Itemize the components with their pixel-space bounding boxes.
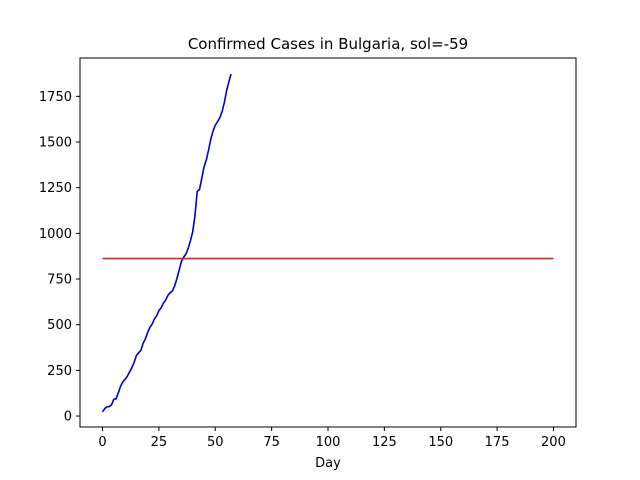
y-tick-label: 0 <box>64 410 72 425</box>
x-axis-label: Day <box>315 456 341 471</box>
plot-frame <box>79 57 577 428</box>
y-tick-label: 1500 <box>39 136 72 151</box>
y-tick-label: 250 <box>47 364 72 379</box>
y-axis: 0 250 500 750 1000 1250 1500 1750 <box>39 90 80 425</box>
x-tick-label: 50 <box>207 435 224 450</box>
plot-area <box>101 73 554 413</box>
y-tick-label: 500 <box>47 318 72 333</box>
x-tick-label: 100 <box>316 435 341 450</box>
x-tick-label: 75 <box>263 435 280 450</box>
y-tick-label: 1250 <box>39 181 72 196</box>
chart-title: Confirmed Cases in Bulgaria, sol=-59 <box>188 35 468 53</box>
y-tick-label: 1750 <box>39 90 72 105</box>
x-tick-label: 25 <box>151 435 168 450</box>
x-tick-label: 175 <box>485 435 510 450</box>
x-tick-label: 150 <box>428 435 453 450</box>
x-axis: 0 25 50 75 100 125 150 175 200 <box>98 427 566 450</box>
y-tick-label: 750 <box>47 273 72 288</box>
y-tick-label: 1000 <box>39 227 72 242</box>
x-tick-label: 200 <box>541 435 566 450</box>
x-tick-label: 0 <box>98 435 106 450</box>
series-line-0 <box>101 73 232 413</box>
x-tick-label: 125 <box>372 435 397 450</box>
